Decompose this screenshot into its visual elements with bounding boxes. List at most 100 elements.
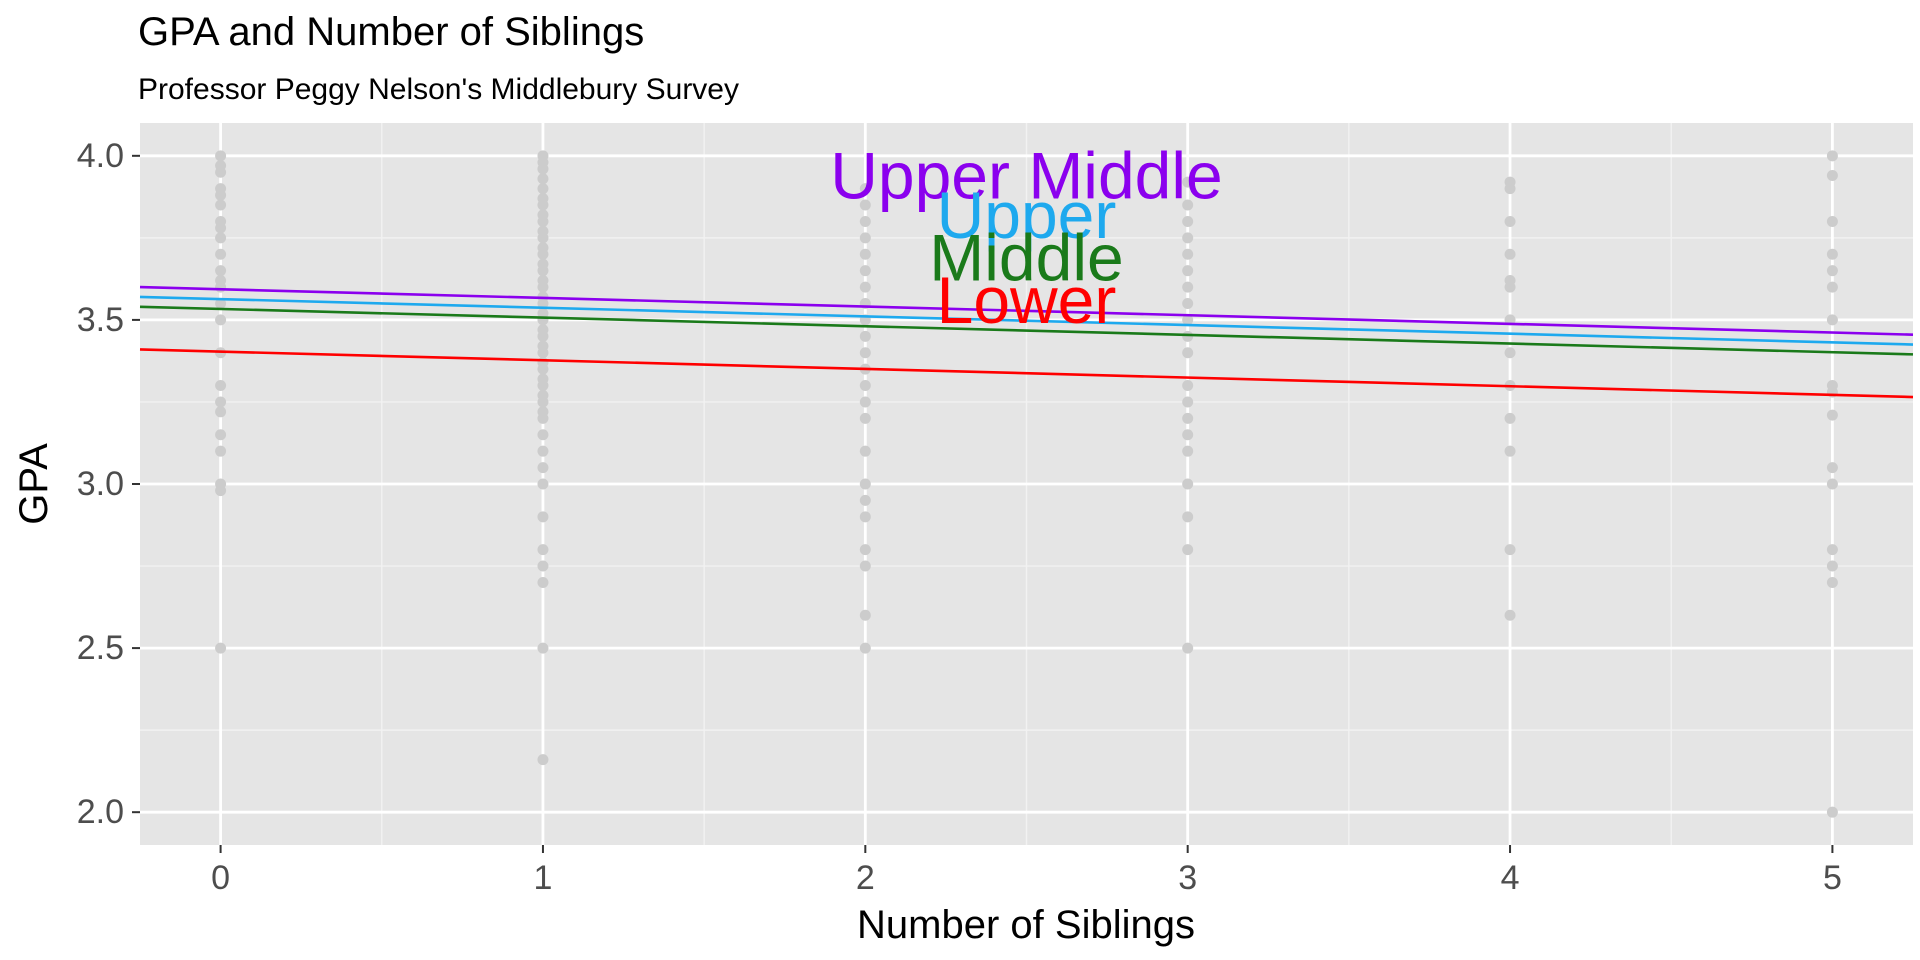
data-point bbox=[859, 609, 871, 621]
axis-ticks bbox=[132, 154, 1834, 853]
y-tick-label: 3.5 bbox=[77, 301, 124, 339]
data-point bbox=[537, 576, 549, 588]
data-point bbox=[537, 298, 549, 309]
data-point bbox=[859, 478, 871, 490]
data-point bbox=[859, 380, 871, 392]
data-point bbox=[1826, 314, 1838, 326]
data-point bbox=[859, 560, 871, 572]
chart-subtitle: Professor Peggy Nelson's Middlebury Surv… bbox=[138, 73, 739, 106]
data-point bbox=[215, 281, 227, 293]
data-point bbox=[537, 412, 549, 424]
data-point bbox=[537, 511, 549, 523]
data-point bbox=[537, 314, 549, 326]
data-point bbox=[1826, 281, 1838, 293]
data-point bbox=[1826, 409, 1838, 421]
data-point bbox=[215, 642, 227, 654]
x-tick-label: 5 bbox=[1823, 859, 1842, 897]
y-tick-label: 2.0 bbox=[77, 793, 124, 831]
data-point bbox=[1182, 314, 1194, 326]
data-point bbox=[1182, 281, 1194, 293]
data-point bbox=[1182, 544, 1194, 556]
y-tick-label: 4.0 bbox=[77, 137, 124, 175]
data-point bbox=[859, 265, 871, 277]
data-point bbox=[537, 265, 549, 277]
data-point bbox=[1826, 806, 1838, 818]
y-tick-label: 3.0 bbox=[77, 465, 124, 503]
data-point bbox=[859, 494, 871, 506]
data-point bbox=[859, 199, 871, 211]
data-point bbox=[537, 281, 549, 293]
data-point bbox=[215, 265, 227, 277]
data-point bbox=[1182, 330, 1194, 342]
data-point bbox=[215, 445, 227, 457]
data-point bbox=[1182, 478, 1194, 490]
data-point bbox=[1182, 176, 1194, 188]
data-point bbox=[215, 429, 227, 441]
data-point bbox=[1504, 215, 1516, 227]
data-point bbox=[1826, 576, 1838, 588]
x-tick-label: 1 bbox=[533, 859, 552, 897]
data-point bbox=[537, 445, 549, 457]
data-point bbox=[1182, 199, 1194, 211]
data-point bbox=[1182, 380, 1194, 392]
data-point bbox=[1182, 429, 1194, 441]
data-point bbox=[859, 248, 871, 260]
data-point bbox=[859, 215, 871, 227]
y-tick-label: 2.5 bbox=[77, 629, 124, 667]
trend-line-upper bbox=[139, 295, 1914, 346]
y-axis-title: GPA bbox=[12, 443, 56, 525]
data-point bbox=[215, 189, 227, 201]
data-point bbox=[1826, 248, 1838, 260]
data-point bbox=[537, 478, 549, 490]
data-point bbox=[537, 462, 549, 474]
data-point bbox=[1826, 150, 1838, 162]
data-point bbox=[537, 232, 549, 244]
data-point bbox=[215, 396, 227, 408]
data-point bbox=[1182, 298, 1194, 309]
data-point bbox=[1826, 462, 1838, 474]
data-point bbox=[1182, 396, 1194, 408]
data-point bbox=[1182, 642, 1194, 654]
data-point bbox=[1826, 265, 1838, 277]
data-point bbox=[859, 330, 871, 342]
data-point bbox=[859, 347, 871, 359]
data-point bbox=[1182, 412, 1194, 424]
data-point bbox=[1504, 347, 1516, 359]
x-tick-label: 0 bbox=[211, 859, 230, 897]
data-point bbox=[215, 406, 227, 418]
series-label-upper: Upper bbox=[937, 178, 1117, 252]
x-tick-labels: 0 1 2 3 4 5 bbox=[211, 859, 1842, 897]
data-point bbox=[215, 314, 227, 326]
data-point bbox=[215, 232, 227, 244]
trend-lines bbox=[139, 285, 1914, 399]
data-point bbox=[215, 380, 227, 392]
data-point bbox=[537, 560, 549, 572]
data-point bbox=[859, 232, 871, 244]
data-point bbox=[215, 199, 227, 211]
data-point bbox=[859, 445, 871, 457]
data-point bbox=[859, 511, 871, 523]
data-point bbox=[537, 754, 549, 766]
trend-line-middle bbox=[139, 305, 1914, 356]
data-point bbox=[1504, 281, 1516, 293]
data-point bbox=[859, 183, 871, 195]
data-point bbox=[537, 347, 549, 359]
data-point bbox=[1504, 412, 1516, 424]
data-point bbox=[1826, 215, 1838, 227]
x-axis-title: Number of Siblings bbox=[857, 903, 1195, 947]
series-label-lower: Lower bbox=[937, 263, 1117, 337]
data-point bbox=[1182, 347, 1194, 359]
data-point bbox=[1182, 215, 1194, 227]
data-point bbox=[537, 330, 549, 342]
series-label-upper-middle: Upper Middle bbox=[830, 139, 1223, 213]
data-point bbox=[1504, 183, 1516, 195]
data-point bbox=[537, 380, 549, 392]
data-point bbox=[1182, 232, 1194, 244]
data-point bbox=[859, 412, 871, 424]
x-tick-label: 3 bbox=[1178, 859, 1197, 897]
x-tick-label: 4 bbox=[1501, 859, 1520, 897]
data-point bbox=[537, 544, 549, 556]
data-point bbox=[215, 298, 227, 309]
